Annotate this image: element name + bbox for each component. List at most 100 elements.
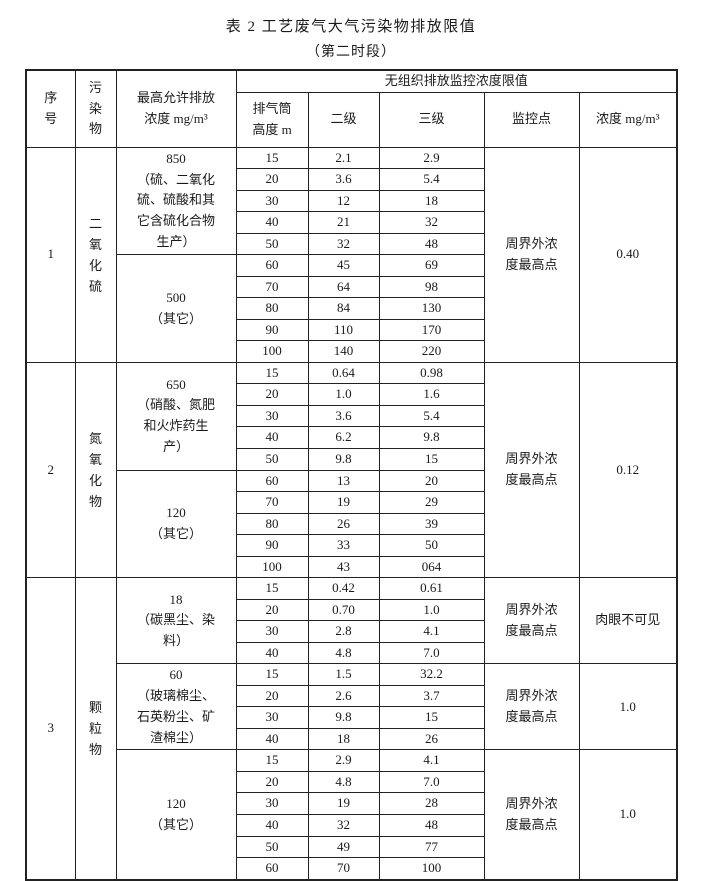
page-title: 表 2 工艺废气大气污染物排放限值 (225, 19, 477, 35)
table-row: 80 84 130 (26, 297, 677, 320)
level2-cell: 13 (307, 469, 380, 493)
level2-cell: 64 (307, 275, 380, 299)
level2-cell: 2.8 (307, 620, 380, 643)
level3-cell: 32.2 (378, 663, 485, 686)
level3-cell: 15 (378, 447, 485, 471)
header-fugitive-group: 无组织排放监控浓度限值 (235, 69, 678, 93)
table-row: 90 33 50 (26, 534, 677, 557)
level2-cell: 9.8 (307, 447, 380, 471)
table-row: 40 4.8 7.0 (26, 641, 677, 665)
serial-cell: 2 (25, 361, 76, 579)
level2-cell: 33 (307, 534, 380, 557)
table-row: 20 2.6 3.7 (26, 684, 677, 708)
header-level2: 二级 (307, 91, 380, 148)
table-row: 50 9.8 15 (26, 447, 677, 471)
limit-cell: 500 （其它） (115, 254, 237, 363)
level3-cell: 0.98 (378, 361, 485, 385)
level3-cell: 29 (378, 491, 485, 514)
level3-cell: 064 (378, 555, 485, 579)
stack-height-cell: 80 (235, 512, 309, 536)
level2-cell: 3.6 (307, 404, 380, 428)
level2-cell: 2.6 (307, 684, 380, 708)
limit-cell: 120 （其它） (115, 469, 237, 579)
level2-cell: 21 (307, 211, 380, 234)
pollutant-cell: 氮 氧 化 物 (74, 361, 117, 579)
table-row: 120 （其它） 60 13 20 (26, 469, 677, 579)
table-row: 40 18 26 (26, 727, 677, 751)
header-row-columns: 排气筒 高度 m 二级 三级 监控点 浓度 mg/m³ (26, 91, 678, 148)
stack-height-cell: 60 (235, 254, 309, 277)
level3-cell: 100 (378, 857, 485, 881)
stack-height-cell: 60 (235, 857, 309, 881)
level2-cell: 2.1 (307, 146, 380, 170)
stack-height-cell: 20 (235, 598, 309, 622)
level2-cell: 19 (307, 792, 380, 815)
stack-height-cell: 100 (235, 340, 309, 363)
level3-cell: 0.61 (378, 577, 485, 600)
table-row: 20 0.70 1.0 (26, 598, 677, 622)
table-row: 30 12 18 (26, 189, 677, 213)
stack-height-cell: 15 (235, 663, 309, 686)
level2-cell: 0.42 (307, 577, 380, 600)
monitor-point-cell: 周界外浓 度最高点 (483, 146, 580, 363)
stack-height-cell: 15 (235, 146, 309, 170)
limit-cell: 650 （硝酸、氮肥 和火炸药生 产） (115, 361, 237, 471)
level3-cell: 7.0 (378, 770, 485, 794)
limit-cell: 18 （碳黑尘、染 料） (115, 577, 237, 665)
stack-height-cell: 60 (235, 469, 309, 493)
table-row: 100 140 220 (26, 340, 677, 363)
stack-height-cell: 40 (235, 426, 309, 449)
table-row: 100 43 064 (26, 555, 677, 579)
level3-cell: 1.6 (378, 383, 485, 406)
table-row: 40 6.2 9.8 (26, 426, 677, 449)
level3-cell: 50 (378, 534, 485, 557)
level2-cell: 2.9 (307, 749, 380, 772)
level3-cell: 39 (378, 512, 485, 536)
table-row: 30 3.6 5.4 (26, 404, 677, 428)
level3-cell: 3.7 (378, 684, 485, 708)
monitor-point-cell: 周界外浓 度最高点 (483, 749, 580, 881)
level3-cell: 1.0 (378, 598, 485, 622)
level3-cell: 130 (378, 297, 485, 320)
stack-height-cell: 40 (235, 211, 309, 234)
level2-cell: 32 (307, 814, 380, 837)
table-row: 20 1.0 1.6 (26, 383, 677, 406)
level3-cell: 15 (378, 706, 485, 729)
stack-height-cell: 80 (235, 297, 309, 320)
limit-cell: 850 （硫、二氧化 硫、硫酸和其 它含硫化合物 生产） (115, 146, 237, 256)
level3-cell: 26 (378, 727, 485, 751)
monitor-conc-cell: 肉眼不可见 (578, 577, 678, 665)
table-row: 70 64 98 (26, 275, 677, 299)
table-row: 3 颗 粒 物 18 （碳黑尘、染 料） 15 0.42 0.61 周界外浓 度… (25, 577, 678, 881)
level3-cell: 2.9 (378, 146, 485, 170)
table-row: 30 9.8 15 (26, 706, 677, 729)
stack-height-cell: 15 (235, 361, 309, 385)
limit-cell: 120 （其它） (115, 749, 237, 881)
stack-height-cell: 30 (235, 620, 309, 643)
stack-height-cell: 20 (235, 770, 309, 794)
level2-cell: 0.64 (307, 361, 380, 385)
level2-cell: 3.6 (307, 168, 380, 191)
stack-height-cell: 70 (235, 275, 309, 299)
header-serial: 序 号 (25, 69, 76, 148)
level2-cell: 49 (307, 835, 380, 859)
level3-cell: 5.4 (378, 404, 485, 428)
level2-cell: 43 (307, 555, 380, 579)
stack-height-cell: 40 (235, 814, 309, 837)
level2-cell: 1.5 (307, 663, 380, 686)
level3-cell: 77 (378, 835, 485, 859)
monitor-point-cell: 周界外浓 度最高点 (483, 663, 580, 751)
table-row: 30 2.8 4.1 (26, 620, 677, 643)
header-monitor-point: 监控点 (483, 91, 580, 148)
monitor-conc-cell: 1.0 (578, 663, 678, 751)
level2-cell: 70 (307, 857, 380, 881)
stack-height-cell: 20 (235, 168, 309, 191)
emission-limits-table: 序 号 污 染 物 最高允许排放 浓度 mg/m³ 无组织排放监控浓度限值 排气… (25, 69, 678, 881)
stack-height-cell: 40 (235, 727, 309, 751)
table-row: 20 3.6 5.4 (26, 168, 677, 191)
level2-cell: 19 (307, 491, 380, 514)
header-row-group: 序 号 污 染 物 最高允许排放 浓度 mg/m³ 无组织排放监控浓度限值 (25, 69, 678, 148)
table-row: 500 （其它） 60 45 69 (26, 254, 677, 363)
stack-height-cell: 40 (235, 641, 309, 665)
level2-cell: 1.0 (307, 383, 380, 406)
